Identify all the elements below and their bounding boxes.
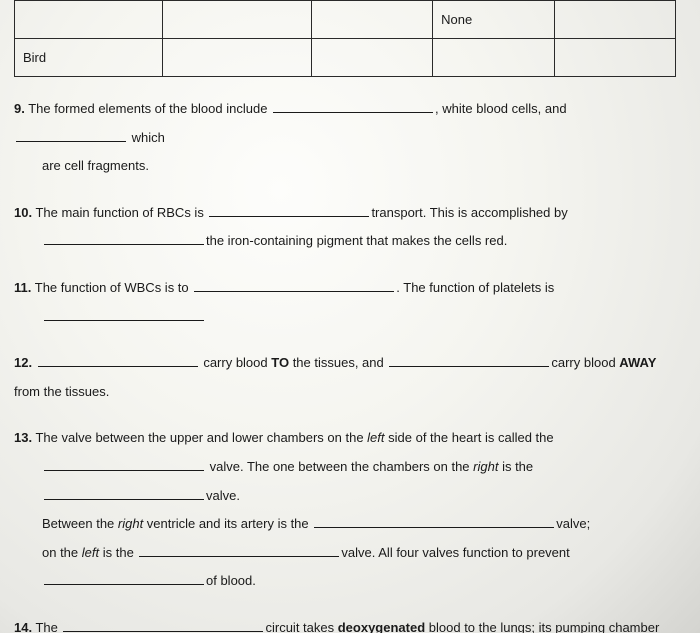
text: valve. — [206, 488, 240, 503]
italic-text: right — [473, 459, 498, 474]
text: side of the heart is called the — [385, 430, 554, 445]
cell — [311, 39, 432, 77]
fill-blank[interactable] — [44, 572, 204, 585]
question-number: 14. — [14, 620, 32, 633]
question-13: 13. The valve between the upper and lowe… — [14, 424, 676, 596]
cell: Bird — [15, 39, 163, 77]
fill-blank[interactable] — [194, 279, 394, 292]
question-number: 9. — [14, 101, 25, 116]
bold-text: deoxygenated — [338, 620, 425, 633]
text: valve; — [556, 516, 590, 531]
question-11: 11. The function of WBCs is to . The fun… — [14, 274, 676, 331]
fill-blank[interactable] — [38, 354, 198, 367]
table-row: None — [15, 1, 676, 39]
fill-blank[interactable] — [44, 232, 204, 245]
bold-text: AWAY — [619, 355, 656, 370]
fill-blank[interactable] — [44, 308, 204, 321]
worksheet-page: None Bird 9. The formed elements of the … — [0, 0, 700, 633]
text: which — [128, 130, 165, 145]
text: is the — [498, 459, 533, 474]
text: The valve between the upper and lower ch… — [35, 430, 367, 445]
text: the iron-containing pigment that makes t… — [206, 233, 507, 248]
text: The function of WBCs is to — [35, 280, 193, 295]
fill-blank[interactable] — [44, 458, 204, 471]
question-9: 9. The formed elements of the blood incl… — [14, 95, 676, 181]
question-number: 12. — [14, 355, 32, 370]
text: is the — [99, 545, 137, 560]
fill-blank[interactable] — [44, 487, 204, 500]
text: The — [35, 620, 61, 633]
cell — [15, 1, 163, 39]
text: circuit takes — [265, 620, 337, 633]
data-table: None Bird — [14, 0, 676, 77]
question-10: 10. The main function of RBCs is transpo… — [14, 199, 676, 256]
text: transport. This is accomplished by — [371, 205, 567, 220]
text: , white blood cells, and — [435, 101, 567, 116]
question-number: 11. — [14, 280, 31, 295]
text: blood to the lungs; its pumping chamber — [425, 620, 659, 633]
cell — [311, 1, 432, 39]
text: ventricle and its artery is the — [143, 516, 312, 531]
text: on the — [42, 545, 82, 560]
fill-blank[interactable] — [273, 100, 433, 113]
text: . The function of platelets is — [396, 280, 554, 295]
text: valve. All four valves function to preve… — [341, 545, 569, 560]
fill-blank[interactable] — [209, 204, 369, 217]
fill-blank[interactable] — [389, 354, 549, 367]
fill-blank[interactable] — [314, 515, 554, 528]
cell — [163, 1, 311, 39]
text: the tissues, and — [289, 355, 387, 370]
cell — [163, 39, 311, 77]
question-number: 10. — [14, 205, 32, 220]
text: carry blood — [200, 355, 272, 370]
fill-blank[interactable] — [139, 544, 339, 557]
question-number: 13. — [14, 430, 32, 445]
text: The main function of RBCs is — [35, 205, 207, 220]
text: Between the — [42, 516, 118, 531]
cell — [554, 1, 675, 39]
text: The formed elements of the blood include — [28, 101, 271, 116]
text: from the tissues. — [14, 384, 109, 399]
cell — [433, 39, 554, 77]
italic-text: left — [367, 430, 384, 445]
cell — [554, 39, 675, 77]
italic-text: left — [82, 545, 99, 560]
bold-text: TO — [271, 355, 289, 370]
text: of blood. — [206, 573, 256, 588]
cell: None — [433, 1, 554, 39]
question-14: 14. The circuit takes deoxygenated blood… — [14, 614, 676, 633]
question-12: 12. carry blood TO the tissues, and carr… — [14, 349, 676, 406]
text: are cell fragments. — [14, 152, 676, 181]
fill-blank[interactable] — [16, 129, 126, 142]
italic-text: right — [118, 516, 143, 531]
fill-blank[interactable] — [63, 619, 263, 632]
text: valve. The one between the chambers on t… — [206, 459, 473, 474]
table-row: Bird — [15, 39, 676, 77]
text: carry blood — [551, 355, 619, 370]
